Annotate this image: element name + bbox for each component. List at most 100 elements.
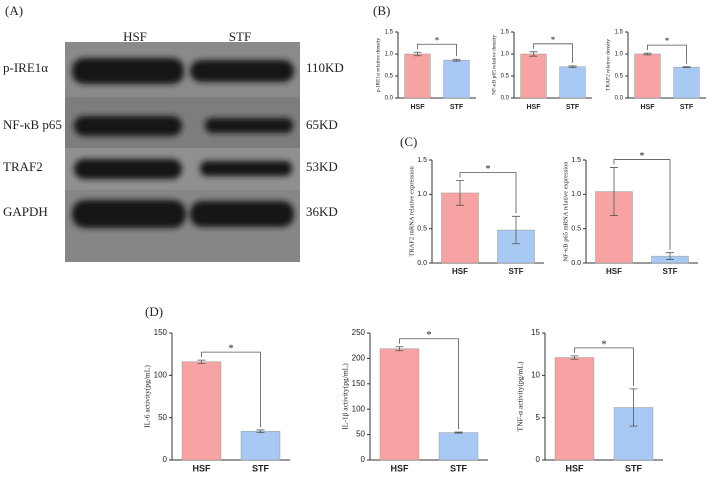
error-bar xyxy=(568,65,577,69)
bar xyxy=(554,357,595,461)
error-bar xyxy=(197,359,206,364)
bar xyxy=(438,432,479,461)
row-label: NF-κB p65 xyxy=(3,117,62,132)
significance-bracket xyxy=(647,44,687,64)
error-bar xyxy=(395,346,404,352)
y-tick-label: 15 xyxy=(531,328,540,337)
x-tick-label: HSF xyxy=(411,104,426,111)
column-label: HSF xyxy=(123,29,147,44)
x-tick-label: STF xyxy=(450,104,464,111)
y-tick-label: 0.5 xyxy=(615,74,624,80)
y-tick-label: 1.0 xyxy=(385,52,394,58)
x-tick-label: STF xyxy=(662,267,677,276)
error-bar xyxy=(570,355,579,360)
x-tick-label: HSF xyxy=(527,104,542,111)
panel-label: (B) xyxy=(373,3,390,18)
bar xyxy=(559,66,586,99)
significance-label: * xyxy=(551,35,556,45)
y-tick-label: 1.5 xyxy=(615,30,624,36)
significance-bracket xyxy=(399,338,459,430)
blot-band xyxy=(72,58,184,84)
x-tick-label: STF xyxy=(252,463,270,473)
y-axis-label: TNF-α activity(pg/mL) xyxy=(516,361,525,431)
blot-band xyxy=(200,161,292,176)
x-tick-label: STF xyxy=(680,104,694,111)
significance-bracket xyxy=(574,347,634,386)
error-bar xyxy=(666,252,674,260)
significance-label: * xyxy=(665,36,670,46)
y-tick-label: 1.0 xyxy=(571,191,581,198)
significance-label: * xyxy=(228,343,234,355)
blot-band xyxy=(190,60,294,82)
significance-label: * xyxy=(426,329,432,341)
error-bar xyxy=(456,180,464,206)
panel-label: (D) xyxy=(145,304,163,319)
x-tick-label: HSF xyxy=(391,463,410,473)
error-bar xyxy=(452,58,461,62)
y-tick-label: 0 xyxy=(536,455,541,464)
blot-band xyxy=(74,116,182,136)
error-bar xyxy=(454,431,463,434)
y-axis-label: TRAF2 mRNA relative expression xyxy=(408,166,415,257)
column-label: STF xyxy=(229,29,251,44)
y-tick-label: 0.5 xyxy=(571,226,581,233)
significance-label: * xyxy=(601,338,607,350)
blot-band xyxy=(205,118,293,133)
y-axis-label: p-IRE1α relative density xyxy=(375,38,381,92)
y-axis-label: IL-6 activity(pg/mL) xyxy=(143,365,152,428)
y-tick-label: 50 xyxy=(158,413,167,422)
error-bar xyxy=(413,51,422,57)
row-label: GAPDH xyxy=(3,204,48,219)
y-tick-label: 5 xyxy=(536,413,541,422)
y-tick-label: 250 xyxy=(352,328,366,337)
y-tick-label: 0 xyxy=(361,455,366,464)
x-tick-label: STF xyxy=(450,463,468,473)
y-tick-label: 0 xyxy=(163,455,168,464)
x-tick-label: HSF xyxy=(193,463,212,473)
significance-bracket xyxy=(613,159,671,250)
y-tick-label: 1.5 xyxy=(571,157,581,164)
significance-bracket xyxy=(201,351,261,427)
x-tick-label: HSF xyxy=(606,267,622,276)
blot-band xyxy=(74,159,182,179)
y-tick-label: 1.0 xyxy=(501,52,510,58)
blot-band xyxy=(72,200,186,228)
error-bar xyxy=(682,66,691,69)
y-tick-label: 0.0 xyxy=(501,96,510,102)
y-tick-label: 1.0 xyxy=(417,191,427,198)
x-tick-label: HSF xyxy=(452,267,468,276)
y-axis-label: NF-κB p65 relative density xyxy=(491,35,497,95)
y-tick-label: 200 xyxy=(352,354,366,363)
significance-bracket xyxy=(533,43,573,63)
x-tick-label: HSF xyxy=(566,463,585,473)
y-tick-label: 0.0 xyxy=(615,96,624,102)
y-axis-label: IL-1β activity(pg/mL) xyxy=(341,363,350,430)
y-tick-label: 50 xyxy=(356,430,365,439)
y-axis-label: NF-κB p65 mRNA relative expression xyxy=(562,161,569,262)
row-label: TRAF2 xyxy=(3,159,43,174)
significance-label: * xyxy=(640,151,645,162)
error-bar xyxy=(629,388,638,427)
size-label: 65KD xyxy=(306,117,338,132)
error-bar xyxy=(643,52,652,56)
bar xyxy=(240,430,281,461)
y-axis-label: TRAF2 relative density xyxy=(605,39,611,91)
significance-bracket xyxy=(459,172,517,214)
significance-label: * xyxy=(486,164,491,175)
error-bar xyxy=(256,429,265,433)
bar xyxy=(404,53,431,99)
error-bar xyxy=(610,167,618,217)
bar xyxy=(379,348,420,461)
y-tick-label: 0.0 xyxy=(385,96,394,102)
y-tick-label: 1.5 xyxy=(417,157,427,164)
size-label: 110KD xyxy=(306,60,344,75)
panel-label: (C) xyxy=(400,134,417,149)
error-bar xyxy=(512,215,520,245)
y-tick-label: 0.5 xyxy=(385,74,394,80)
bar xyxy=(520,53,547,99)
bar xyxy=(673,66,700,99)
panel-label: (A) xyxy=(5,3,23,18)
x-tick-label: STF xyxy=(625,463,643,473)
y-tick-label: 1.5 xyxy=(385,30,394,36)
y-tick-label: 0.0 xyxy=(571,260,581,267)
